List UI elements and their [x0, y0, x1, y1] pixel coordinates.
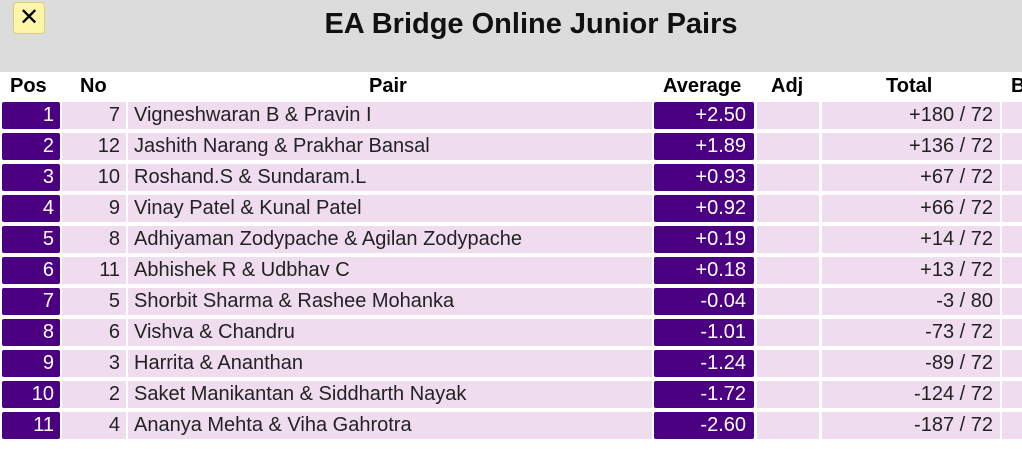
cell-pair: Vinay Patel & Kunal Patel [128, 195, 652, 222]
cell-average: -1.72 [654, 381, 754, 408]
cell-average: -1.01 [654, 319, 754, 346]
table-row[interactable]: 11 4 Ananya Mehta & Viha Gahrotra -2.60 -187… [0, 410, 1022, 441]
cell-adj [757, 350, 819, 377]
page-title: EA Bridge Online Junior Pairs [324, 8, 738, 40]
table-row[interactable]: 6 11 Abhishek R & Udbhav C +0.18 +13 / 72 [0, 255, 1022, 286]
cell-total: -187 / 72 [822, 412, 1000, 439]
table-row[interactable]: 4 9 Vinay Patel & Kunal Patel +0.92 +66 / 72 [0, 193, 1022, 224]
column-header-no[interactable]: No [80, 72, 107, 100]
cell-no: 10 [62, 164, 126, 191]
cell-pair: Ananya Mehta & Viha Gahrotra [128, 412, 652, 439]
cell-pair: Adhiyaman Zodypache & Agilan Zodypache [128, 226, 652, 253]
cell-pos: 9 [2, 350, 60, 377]
results-table: Pos No Pair Average Adj Total B 1 7 Vignes… [0, 72, 1022, 451]
cell-average: +1.89 [654, 133, 754, 160]
cell-no: 8 [62, 226, 126, 253]
cell-total: +66 / 72 [822, 195, 1000, 222]
column-header-extra[interactable]: B [1011, 72, 1022, 100]
cell-pair: Jashith Narang & Prakhar Bansal [128, 133, 652, 160]
cell-adj [757, 133, 819, 160]
cell-extra [1002, 102, 1022, 129]
column-header-adj[interactable]: Adj [771, 72, 804, 100]
cell-adj [757, 102, 819, 129]
cell-pos: 11 [2, 412, 60, 439]
cell-total: +14 / 72 [822, 226, 1000, 253]
table-row[interactable]: 1 7 Vigneshwaran B & Pravin I +2.50 +180 / 7… [0, 100, 1022, 131]
column-header-pos[interactable]: Pos [10, 72, 47, 100]
cell-total: -124 / 72 [822, 381, 1000, 408]
cell-pos: 10 [2, 381, 60, 408]
cell-adj [757, 164, 819, 191]
cell-total: +13 / 72 [822, 257, 1000, 284]
cell-extra [1002, 226, 1022, 253]
cell-no: 12 [62, 133, 126, 160]
cell-average: +0.93 [654, 164, 754, 191]
table-row[interactable]: 5 8 Adhiyaman Zodypache & Agilan Zodypache… [0, 224, 1022, 255]
cell-total: -3 / 80 [822, 288, 1000, 315]
cell-extra [1002, 133, 1022, 160]
cell-no: 2 [62, 381, 126, 408]
cell-extra [1002, 412, 1022, 439]
cell-extra [1002, 195, 1022, 222]
cell-pos: 8 [2, 319, 60, 346]
cell-pos: 2 [2, 133, 60, 160]
cell-adj [757, 226, 819, 253]
table-row[interactable]: 7 5 Shorbit Sharma & Rashee Mohanka -0.04 -3… [0, 286, 1022, 317]
cell-adj [757, 257, 819, 284]
cell-pos: 6 [2, 257, 60, 284]
table-row[interactable]: 9 3 Harrita & Ananthan -1.24 -89 / 72 [0, 348, 1022, 379]
cell-adj [757, 412, 819, 439]
column-header-average[interactable]: Average [663, 72, 742, 100]
cell-extra [1002, 350, 1022, 377]
cell-pos: 5 [2, 226, 60, 253]
cell-pair: Vigneshwaran B & Pravin I [128, 102, 652, 129]
cell-adj [757, 288, 819, 315]
cell-adj [757, 195, 819, 222]
cell-pair: Shorbit Sharma & Rashee Mohanka [128, 288, 652, 315]
cell-total: -73 / 72 [822, 319, 1000, 346]
table-row[interactable]: 2 12 Jashith Narang & Prakhar Bansal +1.89 +… [0, 131, 1022, 162]
cell-no: 5 [62, 288, 126, 315]
cell-extra [1002, 257, 1022, 284]
cell-extra [1002, 164, 1022, 191]
cell-total: +67 / 72 [822, 164, 1000, 191]
cell-average: -2.60 [654, 412, 754, 439]
cell-average: +0.19 [654, 226, 754, 253]
cell-pos: 3 [2, 164, 60, 191]
table-row[interactable]: 3 10 Roshand.S & Sundaram.L +0.93 +67 / 72 [0, 162, 1022, 193]
cell-pos: 1 [2, 102, 60, 129]
cell-total: +180 / 72 [822, 102, 1000, 129]
cell-average: +0.18 [654, 257, 754, 284]
cell-no: 3 [62, 350, 126, 377]
cell-average: -1.24 [654, 350, 754, 377]
cell-pos: 7 [2, 288, 60, 315]
cell-no: 9 [62, 195, 126, 222]
cell-no: 4 [62, 412, 126, 439]
cell-average: +0.92 [654, 195, 754, 222]
cell-average: -0.04 [654, 288, 754, 315]
cell-average: +2.50 [654, 102, 754, 129]
cell-pair: Abhishek R & Udbhav C [128, 257, 652, 284]
cell-pair: Harrita & Ananthan [128, 350, 652, 377]
column-header-total[interactable]: Total [886, 72, 933, 100]
table-row[interactable]: 10 2 Saket Manikantan & Siddharth Nayak -1.… [0, 379, 1022, 410]
table-row[interactable]: 8 6 Vishva & Chandru -1.01 -73 / 72 [0, 317, 1022, 348]
cell-pair: Vishva & Chandru [128, 319, 652, 346]
cell-no: 11 [62, 257, 126, 284]
close-icon: ✕ [18, 4, 40, 31]
cell-total: +136 / 72 [822, 133, 1000, 160]
close-button[interactable]: ✕ [13, 2, 45, 34]
cell-pair: Roshand.S & Sundaram.L [128, 164, 652, 191]
cell-extra [1002, 381, 1022, 408]
cell-total: -89 / 72 [822, 350, 1000, 377]
cell-adj [757, 381, 819, 408]
cell-pair: Saket Manikantan & Siddharth Nayak [128, 381, 652, 408]
column-header-pair[interactable]: Pair [369, 72, 407, 100]
cell-pos: 4 [2, 195, 60, 222]
cell-extra [1002, 319, 1022, 346]
cell-extra [1002, 288, 1022, 315]
cell-adj [757, 319, 819, 346]
cell-no: 6 [62, 319, 126, 346]
cell-no: 7 [62, 102, 126, 129]
